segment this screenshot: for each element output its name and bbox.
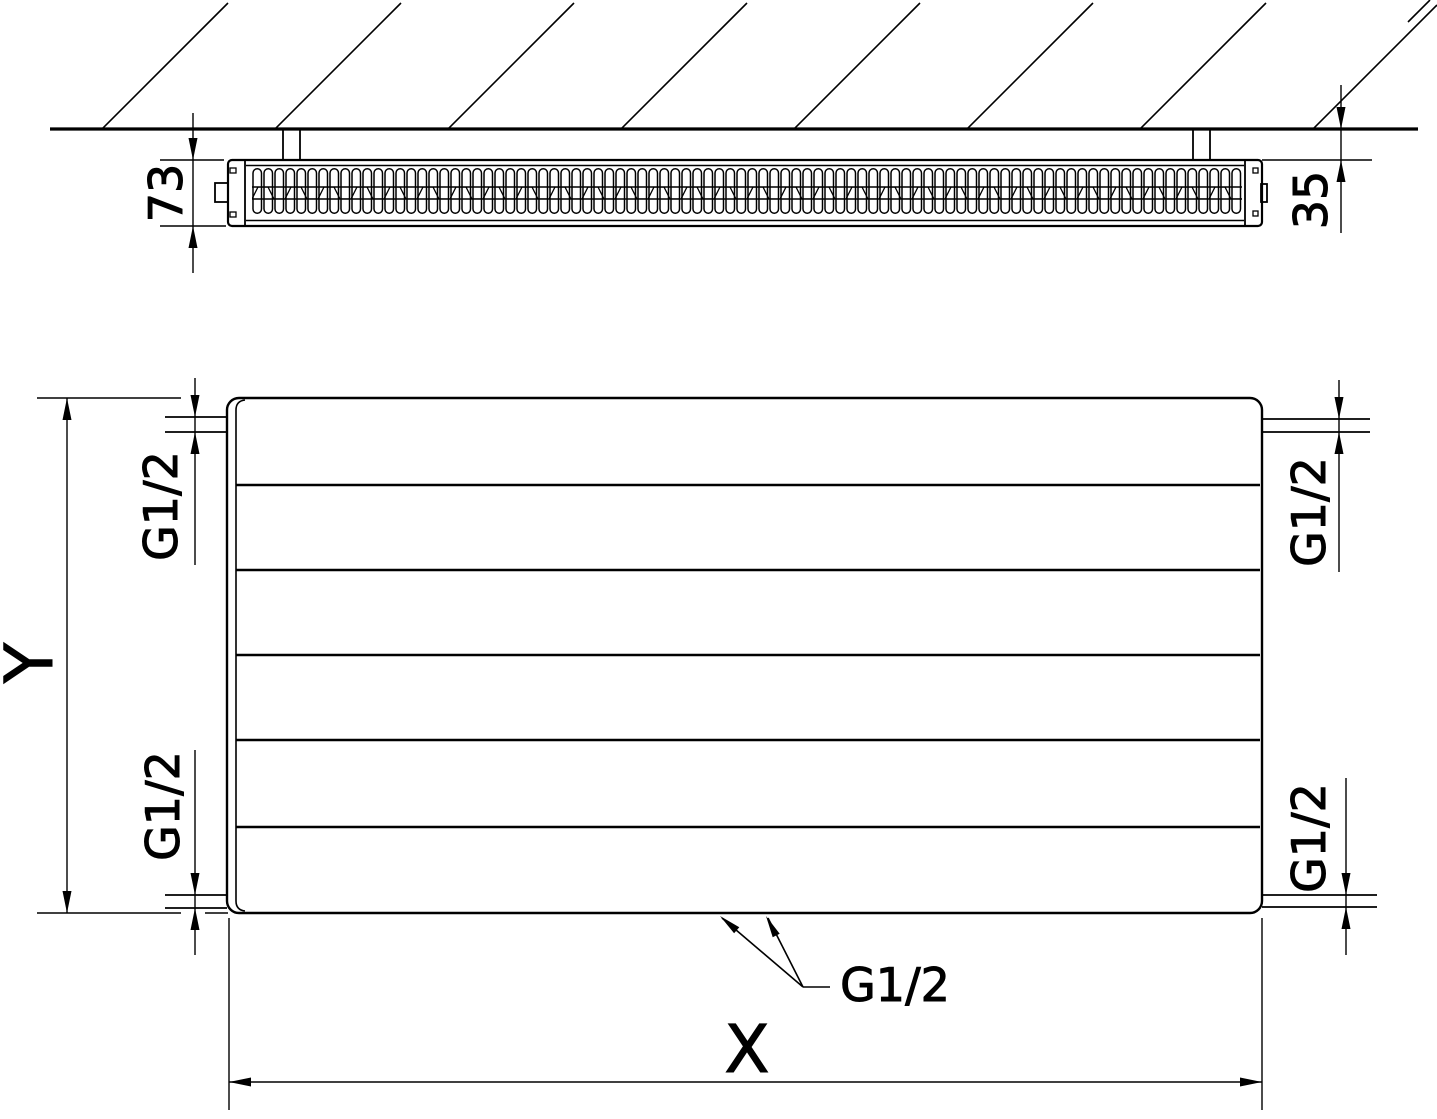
front-view: G1/2 G1/2 G1/2 G1/2 Y [0, 378, 1377, 1110]
connection-stub-top-right [1262, 418, 1370, 433]
wall-bracket-left [282, 130, 301, 160]
connection-stub-top-left [165, 416, 227, 433]
dim-thread-top-right [1334, 380, 1344, 572]
wall-hatching [101, 0, 1437, 130]
dim-text-depth: 73 [139, 164, 193, 223]
dim-text-thread-top-right: G1/2 [1282, 457, 1336, 567]
dim-thread-bottom-right [1341, 778, 1351, 955]
dim-text-wall-distance: 35 [1284, 171, 1338, 230]
dim-depth [160, 113, 226, 273]
dim-text-width: X [724, 1011, 769, 1088]
panel-groove-lines [236, 483, 1260, 829]
wall-bracket-right [1192, 130, 1211, 160]
dim-wall-distance [1262, 85, 1372, 233]
valve-nub-left [214, 182, 229, 203]
leader-bottom-connections [720, 916, 830, 988]
dim-width [228, 918, 1263, 1110]
dim-text-height: Y [0, 642, 68, 684]
dim-text-thread-bottom-center: G1/2 [840, 958, 950, 1012]
dim-thread-top-left [190, 378, 200, 565]
connection-stub-bottom-right [1262, 894, 1377, 908]
dim-text-thread-bottom-left: G1/2 [136, 751, 190, 861]
dim-height [37, 397, 228, 914]
top-view-section: 73 35 [50, 0, 1437, 273]
dim-thread-bottom-left [190, 750, 200, 955]
panel-front-outline [225, 396, 1264, 915]
convector-fins [252, 168, 1242, 214]
connection-stub-bottom-left [165, 894, 227, 909]
dim-text-thread-bottom-right: G1/2 [1282, 783, 1336, 893]
dim-text-thread-top-left: G1/2 [134, 451, 188, 561]
radiator-section-body [214, 158, 1268, 228]
valve-nub-right [1260, 183, 1268, 203]
